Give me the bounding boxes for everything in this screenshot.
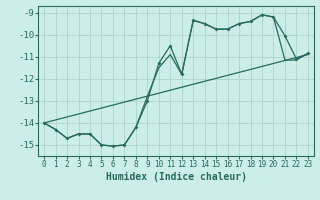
X-axis label: Humidex (Indice chaleur): Humidex (Indice chaleur) <box>106 172 246 182</box>
